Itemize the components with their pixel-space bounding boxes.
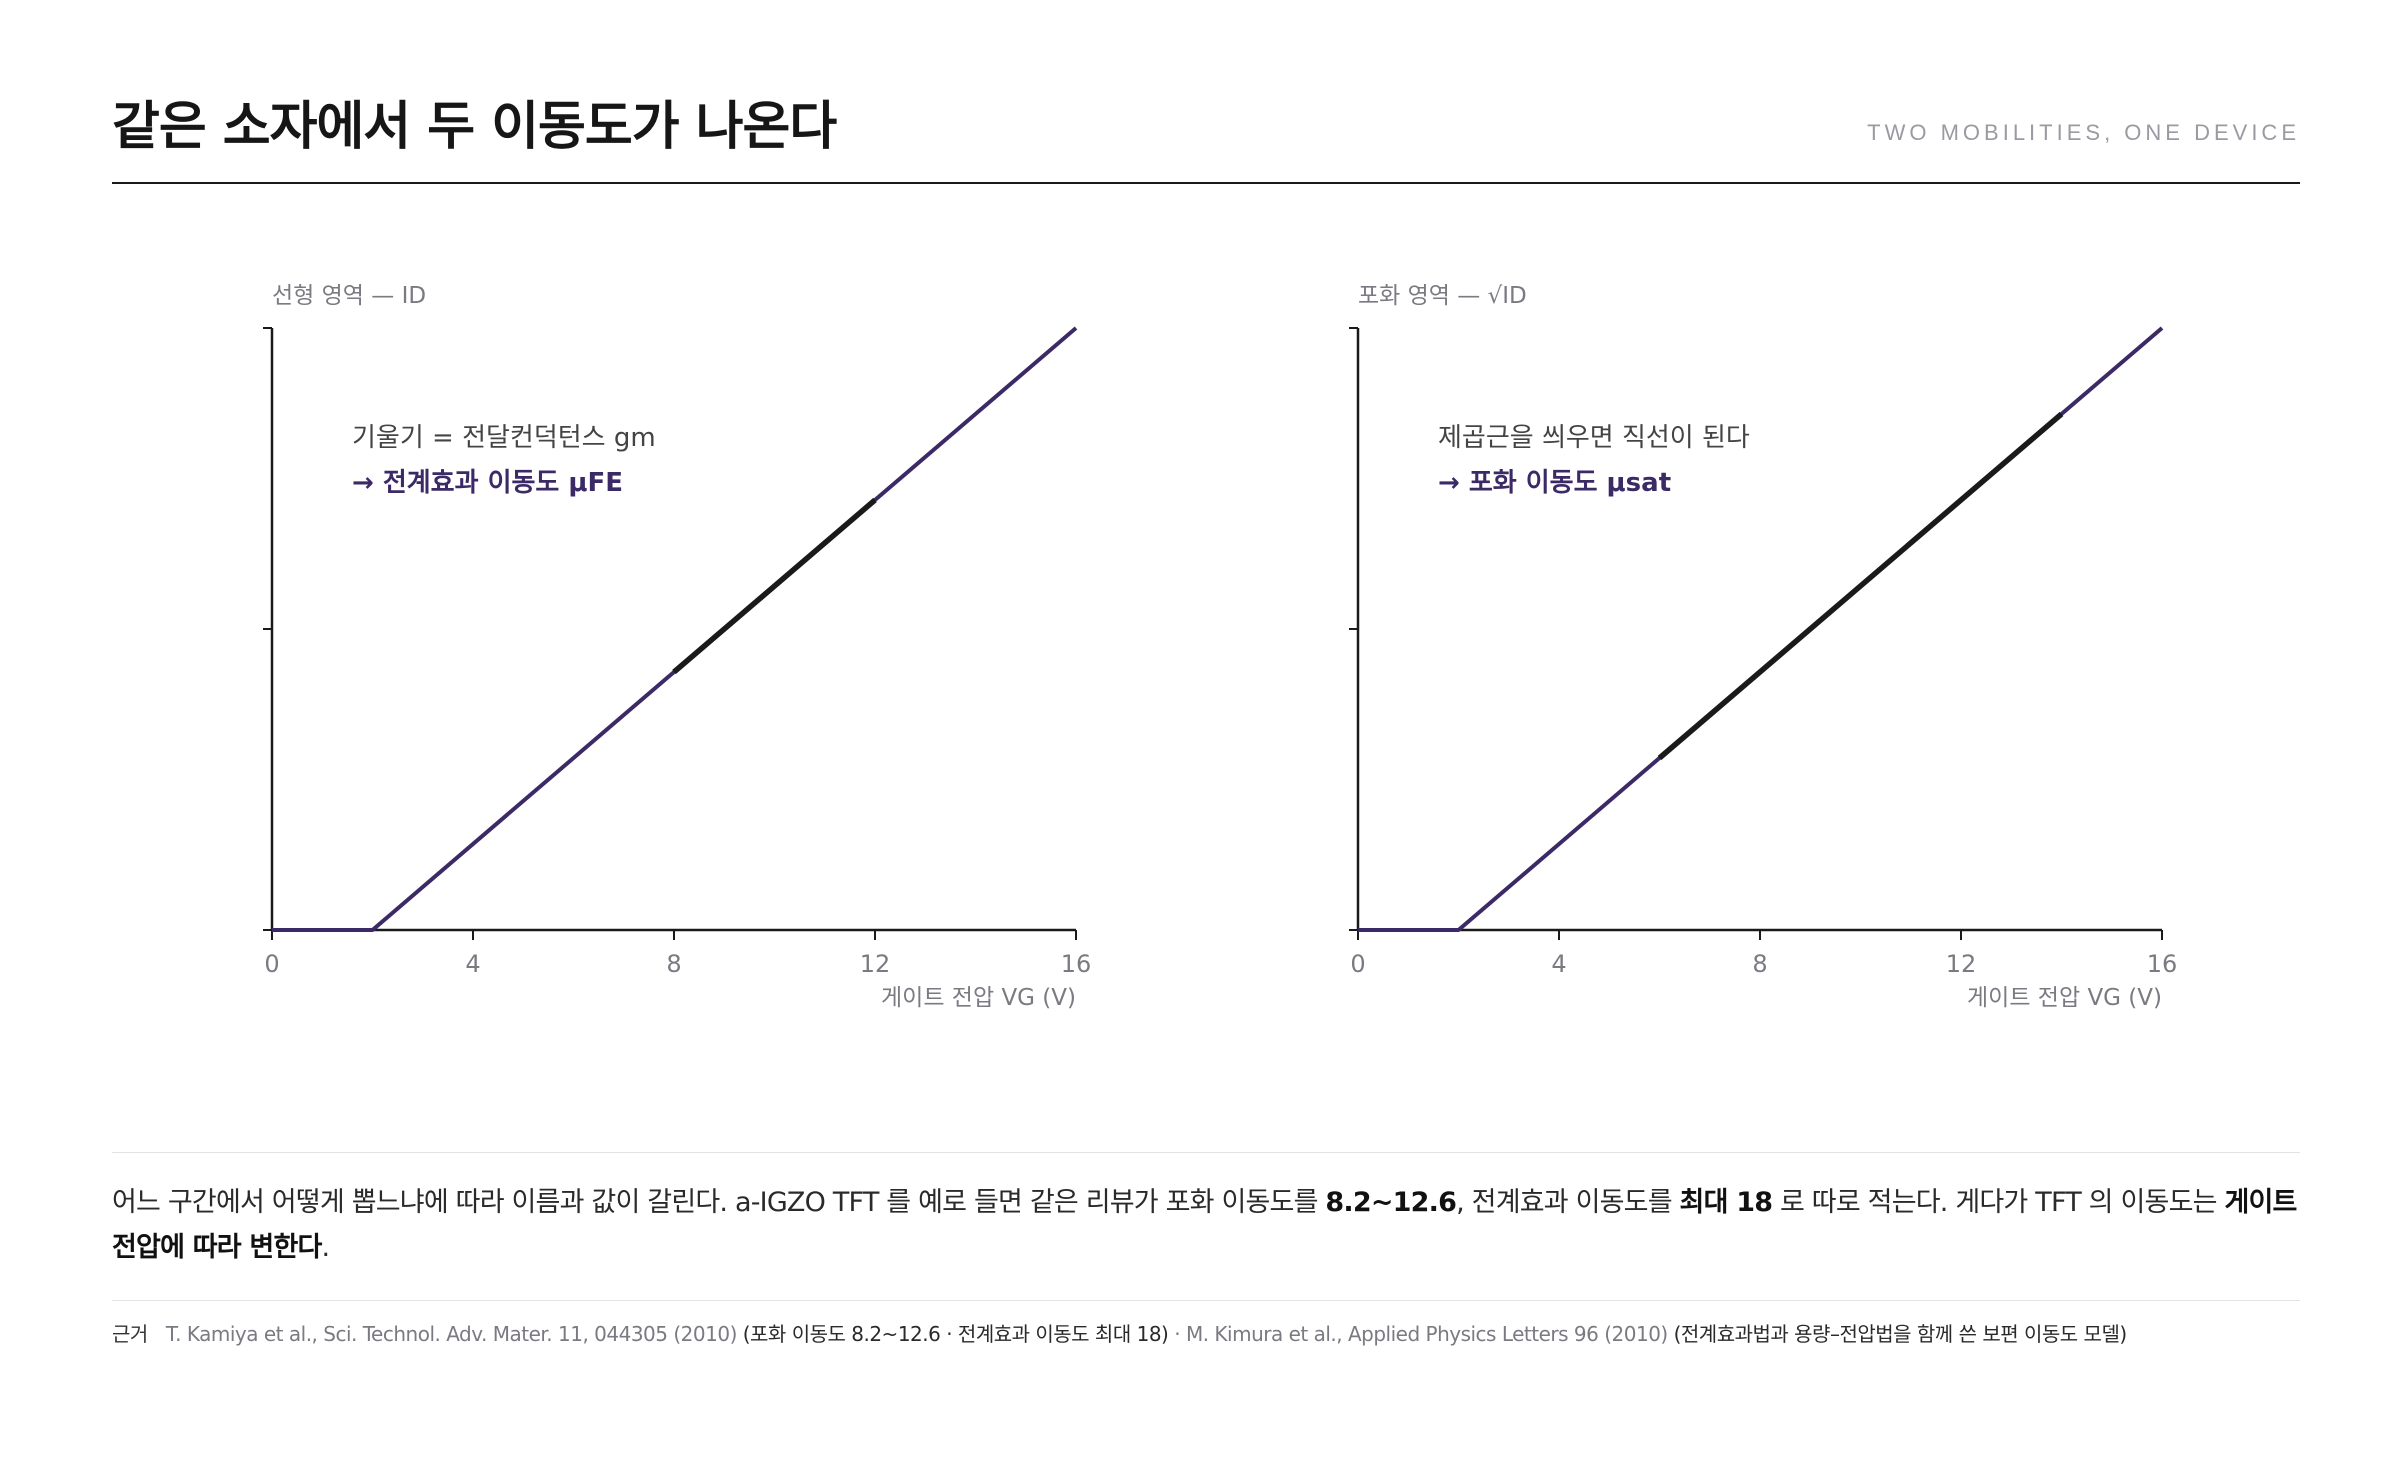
source-ref-1: T. Kamiya et al., Sci. Technol. Adv. Mat… (165, 1322, 738, 1346)
header: 같은 소자에서 두 이동도가 나온다 TWO MOBILITIES, ONE D… (112, 84, 2300, 184)
fit-segment-highlight (1657, 411, 2064, 761)
annotation-line-2: → 전계효과 이동도 μFE (352, 468, 623, 498)
explanation-paragraph: 어느 구간에서 어떻게 뽑느냐에 따라 이름과 값이 갈린다. a-IGZO T… (112, 1180, 2312, 1270)
annotation-line-1: 제곱근을 씌우면 직선이 된다 (1438, 423, 1750, 453)
x-tick-label: 16 (1061, 950, 1092, 978)
x-tick-label: 8 (666, 950, 681, 978)
saturation-mobility-range: 8.2~12.6 (1325, 1187, 1457, 1218)
x-tick-label: 12 (860, 950, 891, 978)
annotation-line-2: → 포화 이동도 μsat (1438, 468, 1671, 498)
panel-label: 포화 영역 — √ID (1358, 283, 1527, 309)
explanation-text-4: . (321, 1232, 331, 1263)
panel-label: 선형 영역 — ID (272, 283, 426, 309)
x-axis-label: 게이트 전압 VG (V) (881, 985, 1076, 1011)
source-note-2: (전계효과법과 용량–전압법을 함께 쓴 보편 이동도 모델) (1673, 1322, 2128, 1346)
charts-area: 선형 영역 — ID 0 4 8 12 16 게이트 전압 VG (V) 기울기 = 전달컨덕… (263, 283, 2177, 1011)
explanation-text-2: , 전계효과 이동도를 (1456, 1187, 1680, 1218)
divider-bottom (112, 1300, 2300, 1301)
explanation-text-1: 어느 구간에서 어떻게 뽑느냐에 따라 이름과 값이 갈린다. a-IGZO T… (112, 1187, 1326, 1218)
x-tick-label: 12 (1946, 950, 1977, 978)
page-subtitle: TWO MOBILITIES, ONE DEVICE (1867, 120, 2300, 145)
x-tick-label: 8 (1752, 950, 1767, 978)
x-tick-label: 0 (1350, 950, 1365, 978)
source-note: 근거 T. Kamiya et al., Sci. Technol. Adv. M… (112, 1318, 2302, 1351)
linear-region-chart: 선형 영역 — ID 0 4 8 12 16 게이트 전압 VG (V) 기울기 = 전달컨덕… (263, 283, 1091, 1011)
x-tick-label: 16 (2147, 950, 2178, 978)
series-line (1358, 326, 2164, 932)
annotation-line-1: 기울기 = 전달컨덕턴스 gm (352, 423, 656, 453)
x-tick-label: 4 (465, 950, 480, 978)
divider-top (112, 1152, 2300, 1153)
explanation-text-3: 로 따로 적는다. 게다가 TFT 의 이동도는 (1772, 1187, 2225, 1218)
series-line (272, 326, 1078, 932)
source-ref-2: M. Kimura et al., Applied Physics Letter… (1185, 1322, 1668, 1346)
x-tick-label: 0 (264, 950, 279, 978)
source-label: 근거 (112, 1322, 148, 1346)
field-effect-mobility-max: 최대 18 (1679, 1187, 1773, 1218)
saturation-region-chart: 포화 영역 — √ID 0 4 8 12 16 게이트 전압 VG (V) 제곱근을 씌우면 … (1349, 283, 2177, 1011)
x-axis-label: 게이트 전압 VG (V) (1967, 985, 2162, 1011)
source-separator: · (1168, 1322, 1186, 1346)
source-note-1: (포화 이동도 8.2~12.6 · 전계효과 이동도 최대 18) (742, 1322, 1169, 1346)
gate-voltage-dependence: 게이트 전압에 따라 변한다 (112, 1187, 2297, 1263)
x-tick-label: 4 (1551, 950, 1566, 978)
fit-segment-highlight (672, 497, 877, 675)
page-title: 같은 소자에서 두 이동도가 나온다 (112, 97, 837, 157)
